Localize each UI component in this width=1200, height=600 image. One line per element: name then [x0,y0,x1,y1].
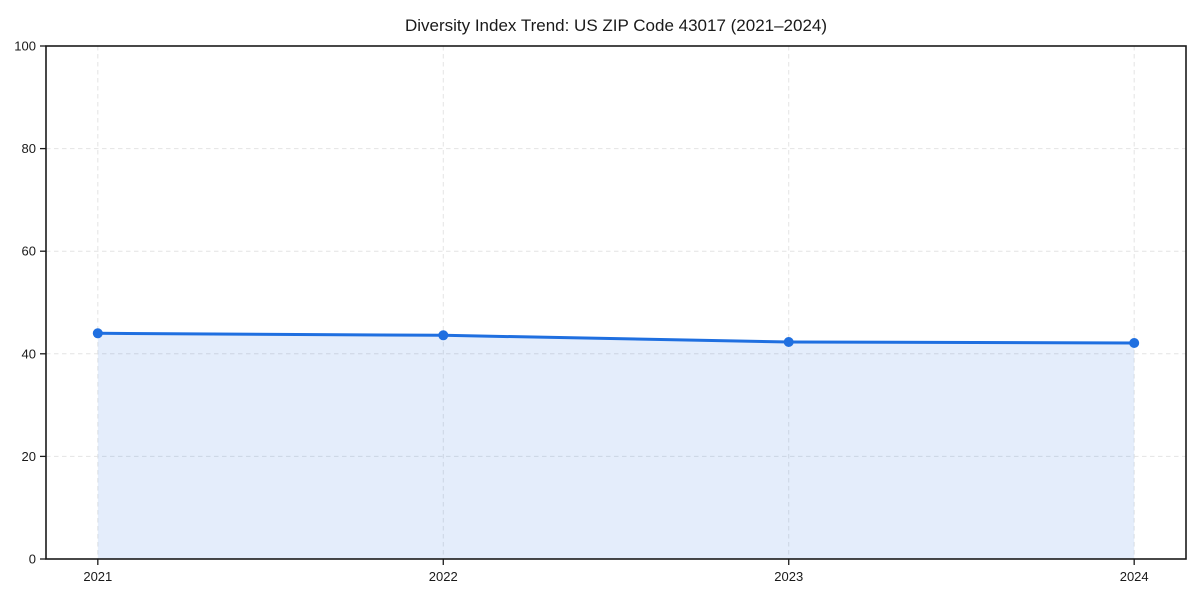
x-tick-label: 2022 [429,569,458,584]
x-tick-label: 2021 [83,569,112,584]
data-point-2024 [1129,338,1140,348]
plot-border [45,45,1187,560]
data-point-2022 [438,330,449,341]
y-tick-label: 100 [14,39,36,54]
trend-line [96,331,1136,345]
x-tick-label: 2023 [774,569,803,584]
series-area [97,333,1135,559]
y-tick-label: 60 [22,244,36,259]
chart-title: Diversity Index Trend: US ZIP Code 43017… [405,16,827,35]
data-points [92,328,1140,348]
data-point-2021 [92,328,103,339]
y-tick-label: 0 [29,552,36,567]
data-point-2023 [783,337,794,347]
series-line [96,331,1136,345]
area-fill [97,333,1135,559]
tick-labels: 0 20 40 60 80 100 2021 2022 2023 2024 [14,39,1148,585]
y-tick-label: 20 [22,449,36,464]
y-tick-label: 40 [22,346,36,361]
y-tick-label: 80 [22,141,36,156]
axes [40,45,1187,565]
x-tick-label: 2024 [1120,569,1149,584]
